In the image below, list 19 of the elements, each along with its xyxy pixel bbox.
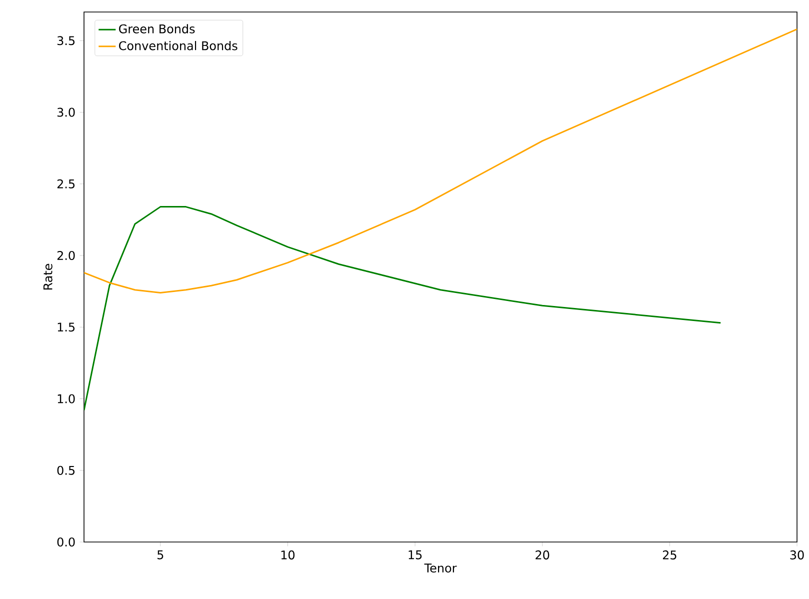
- y-tick-label: 2.5: [57, 179, 75, 188]
- legend-label: Green Bonds: [119, 24, 195, 34]
- y-tick-label: 0.0: [57, 537, 75, 547]
- x-tick-label: 30: [790, 550, 804, 560]
- y-tick-label: 3.5: [57, 36, 75, 46]
- legend-label: Conventional Bonds: [119, 40, 238, 50]
- y-tick-label: 1.5: [58, 322, 75, 332]
- x-tick-label: 20: [536, 550, 550, 560]
- y-axis-title: Rate: [43, 264, 52, 290]
- x-tick-label: 15: [408, 550, 422, 560]
- y-tick-label: 0.5: [57, 466, 75, 475]
- y-tick-label: 1.0: [58, 394, 75, 404]
- x-axis-title: Tenor: [424, 564, 457, 573]
- x-tick-label: 10: [281, 550, 295, 560]
- line-series: [84, 206, 722, 411]
- y-tick-label: 3.0: [57, 108, 75, 117]
- y-tick-label: 2.0: [57, 250, 75, 260]
- x-tick-label: 25: [662, 550, 676, 560]
- x-tick-label: 5: [158, 550, 164, 560]
